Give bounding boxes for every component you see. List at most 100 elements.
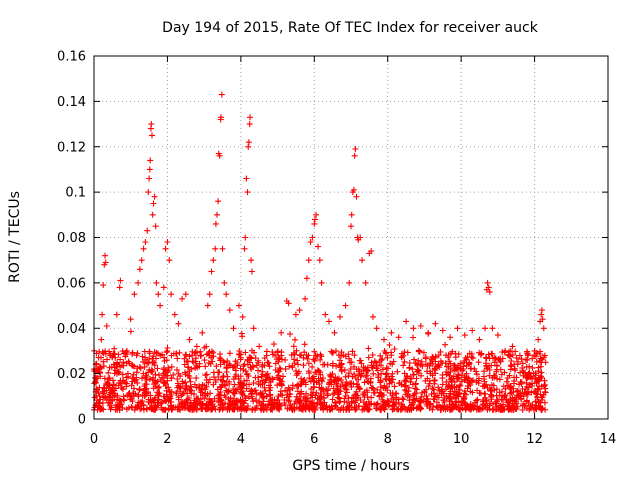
data-point-band (179, 391, 186, 398)
data-point-band (447, 376, 454, 383)
data-point-band (368, 394, 375, 401)
data-point-band (418, 405, 424, 412)
data-point-band (135, 399, 142, 406)
data-point (351, 152, 358, 159)
data-point-band (439, 388, 445, 395)
data-point-band (523, 398, 530, 405)
data-point-band (152, 394, 159, 401)
data-point-band (427, 370, 434, 377)
data-point (150, 200, 157, 207)
data-point-band (519, 360, 526, 367)
data-point-band (537, 357, 543, 364)
data-point-band (538, 383, 545, 390)
data-point-band (147, 404, 154, 411)
data-point-band (267, 397, 274, 404)
data-point-band (385, 365, 391, 372)
data-point-band (260, 406, 267, 413)
data-point-band (490, 355, 496, 362)
data-point-band (475, 359, 482, 366)
data-point-band (446, 401, 453, 408)
data-point-band (403, 378, 410, 385)
data-point-band (107, 386, 114, 393)
data-point-band (342, 373, 349, 380)
data-point (96, 366, 103, 373)
data-point-band (456, 390, 463, 397)
data-point (166, 257, 173, 264)
data-point (216, 152, 223, 159)
data-point-band (430, 396, 437, 403)
data-point-band (355, 376, 362, 383)
data-point-band (490, 382, 497, 389)
data-point-band (330, 385, 337, 392)
data-point-band (287, 331, 293, 338)
data-point-band (321, 399, 328, 406)
data-point (242, 234, 249, 241)
data-point-band (266, 363, 273, 370)
data-point-band (337, 362, 344, 369)
data-point-band (398, 403, 405, 409)
data-point-band (139, 353, 146, 360)
data-point-band (120, 350, 127, 357)
data-point-band (164, 345, 171, 351)
data-point-band (162, 367, 169, 374)
data-point-band (345, 395, 352, 401)
data-point-band (207, 399, 214, 406)
data-point-band (123, 374, 130, 381)
data-point-band (145, 389, 151, 396)
data-point-band (184, 386, 191, 393)
data-point (182, 291, 189, 298)
data-point (103, 323, 110, 329)
data-point-band (279, 356, 285, 363)
data-point (540, 325, 547, 332)
data-point-band (217, 402, 224, 409)
data-point-band (532, 372, 539, 379)
data-point-band (369, 352, 376, 358)
data-point (425, 329, 432, 336)
data-point-band (112, 354, 119, 361)
data-point-band (369, 364, 376, 371)
data-point-band (221, 392, 228, 399)
data-point-band (131, 385, 137, 392)
data-point (226, 307, 233, 314)
data-point (145, 189, 152, 196)
data-point (168, 291, 175, 298)
data-point (256, 343, 263, 350)
data-point-band (493, 368, 500, 375)
data-point-band (243, 371, 250, 378)
data-point-band (481, 378, 488, 385)
data-point-band (237, 373, 244, 380)
data-point-band (230, 390, 237, 396)
data-point-band (140, 401, 147, 408)
data-point-band (288, 352, 295, 359)
data-point-band (238, 330, 245, 337)
data-point-band (105, 376, 112, 383)
data-point-band (532, 390, 539, 397)
data-point-band (395, 396, 402, 403)
data-point-band (226, 400, 233, 406)
data-point (236, 302, 242, 309)
data-point-band (504, 375, 511, 382)
data-point-band (198, 352, 205, 359)
data-point-band (129, 351, 136, 357)
data-point-band (204, 391, 211, 398)
data-point-band (122, 379, 128, 386)
data-point-band (342, 353, 349, 360)
data-point-band (165, 384, 172, 391)
data-point-band (519, 386, 526, 392)
data-point (484, 279, 491, 286)
data-point-band (537, 363, 544, 370)
data-point-band (333, 348, 339, 355)
data-point-band (404, 406, 411, 413)
data-point-band (382, 375, 389, 382)
data-point-band (206, 376, 213, 383)
data-point-band (488, 350, 495, 357)
data-point-band (120, 396, 127, 403)
data-point-band (301, 393, 307, 400)
data-point-band (126, 360, 133, 367)
data-point-band (447, 350, 454, 357)
data-point-band (382, 385, 389, 392)
data-point-band (524, 348, 530, 355)
data-point-band (188, 387, 195, 394)
data-point (454, 325, 461, 332)
data-point-band (515, 392, 521, 399)
